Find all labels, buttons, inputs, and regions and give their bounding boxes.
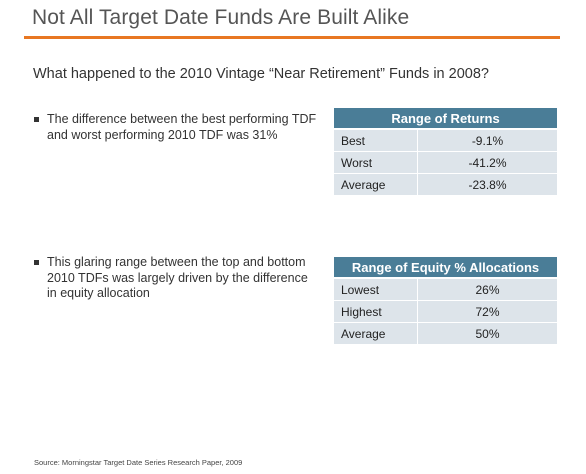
title-divider bbox=[24, 36, 560, 39]
row-value: -23.8% bbox=[418, 174, 557, 196]
row-label: Worst bbox=[334, 152, 418, 174]
square-bullet-icon bbox=[34, 117, 39, 122]
range-of-equity-allocations-table: Range of Equity % Allocations Lowest 26%… bbox=[334, 257, 557, 345]
row-value: -9.1% bbox=[418, 130, 557, 152]
bullet-line: 2010 TDFs was largely driven by the diff… bbox=[47, 270, 308, 285]
row-label: Lowest bbox=[334, 279, 418, 301]
bullet-line: The difference between the best performi… bbox=[47, 112, 317, 126]
table-header-row: Range of Returns bbox=[334, 108, 557, 130]
square-bullet-icon bbox=[34, 260, 39, 265]
range-of-returns-table: Range of Returns Best -9.1% Worst -41.2%… bbox=[334, 108, 557, 196]
bullet-text: This glaring range between the top and b… bbox=[34, 255, 324, 302]
slide-title: Not All Target Date Funds Are Built Alik… bbox=[32, 6, 410, 29]
bullet-text: The difference between the best performi… bbox=[34, 112, 324, 143]
table-row: Average 50% bbox=[334, 323, 557, 345]
bullet-line: in equity allocation bbox=[47, 286, 150, 300]
table-header: Range of Equity % Allocations bbox=[334, 257, 557, 279]
row-label: Highest bbox=[334, 301, 418, 323]
table-row: Worst -41.2% bbox=[334, 152, 557, 174]
table-row: Lowest 26% bbox=[334, 279, 557, 301]
row-value: 50% bbox=[418, 323, 557, 345]
row-label: Average bbox=[334, 323, 418, 345]
table-row: Highest 72% bbox=[334, 301, 557, 323]
row-value: -41.2% bbox=[418, 152, 557, 174]
table-header: Range of Returns bbox=[334, 108, 557, 130]
table-row: Average -23.8% bbox=[334, 174, 557, 196]
table-row: Best -9.1% bbox=[334, 130, 557, 152]
bullet-line: This glaring range between the top and b… bbox=[47, 255, 306, 269]
row-value: 72% bbox=[418, 301, 557, 323]
row-value: 26% bbox=[418, 279, 557, 301]
source-citation: Source: Morningstar Target Date Series R… bbox=[34, 458, 243, 467]
slide-subtitle: What happened to the 2010 Vintage “Near … bbox=[33, 66, 489, 82]
bullet-line: and worst performing 2010 TDF was 31% bbox=[47, 127, 278, 142]
row-label: Best bbox=[334, 130, 418, 152]
table-header-row: Range of Equity % Allocations bbox=[334, 257, 557, 279]
bullet-point-returns-gap: The difference between the best performi… bbox=[34, 112, 324, 143]
row-label: Average bbox=[334, 174, 418, 196]
bullet-point-equity-range: This glaring range between the top and b… bbox=[34, 255, 324, 302]
